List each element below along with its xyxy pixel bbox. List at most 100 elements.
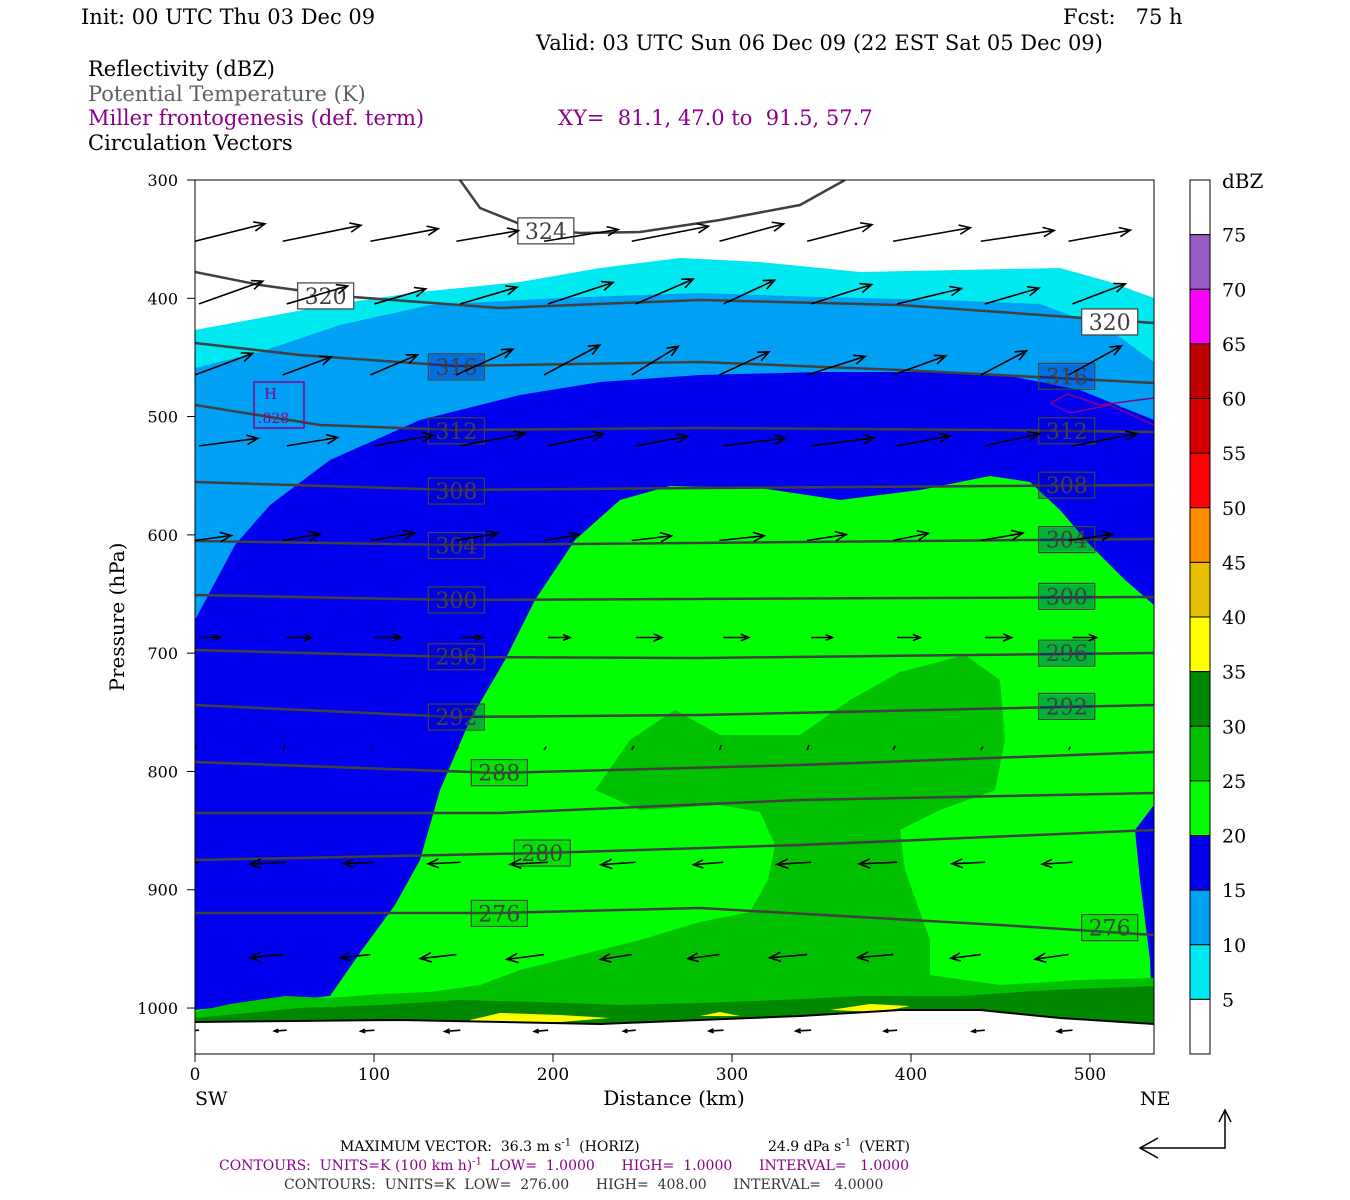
colorbar-swatch	[1189, 343, 1211, 399]
isentrope-label-text: 288	[478, 762, 520, 787]
circulation-vector	[807, 530, 849, 542]
colorbar-swatch	[1189, 780, 1211, 836]
high-marker-value: .828	[258, 411, 289, 427]
exponent: -1	[472, 1156, 483, 1168]
colorbar-swatch	[1189, 507, 1211, 563]
circulation-vector	[980, 226, 1057, 243]
colorbar-title: dBZ	[1222, 169, 1264, 193]
circulation-vector	[370, 225, 441, 243]
circulation-vector	[882, 1028, 898, 1034]
circulation-vector	[282, 355, 334, 376]
colorbar-level-label: 5	[1222, 989, 1234, 1011]
colorbar-level-label: 50	[1222, 498, 1246, 520]
isentrope-label: 316	[1038, 362, 1096, 390]
circulation-vectors	[195, 221, 1139, 1034]
circulation-vector	[811, 633, 835, 642]
field-potential-temperature: Potential Temperature (K)	[88, 82, 366, 106]
circulation-vector	[1040, 858, 1073, 869]
init-time: Init: 00 UTC Thu 03 Dec 09	[81, 5, 376, 29]
circulation-vector	[1068, 344, 1124, 376]
circulation-vector	[543, 746, 547, 751]
isentrope-label-text: 312	[435, 420, 477, 445]
circulation-vector	[723, 633, 751, 642]
circulation-vector	[456, 348, 515, 376]
circulation-vector	[719, 350, 772, 376]
frontogenesis-max-marker: H .828	[253, 381, 305, 429]
circulation-vector	[195, 861, 200, 864]
circulation-vector	[970, 1028, 985, 1034]
isentrope-label: 296	[1038, 639, 1096, 667]
circulation-vector	[543, 344, 602, 376]
circulation-vector	[547, 430, 606, 447]
circulation-vector	[198, 279, 265, 305]
circulation-vector	[286, 433, 340, 447]
circulation-vector	[635, 278, 696, 305]
circulation-vector	[460, 633, 485, 642]
x-axis: 0 100 200 300 400 500	[190, 1054, 1106, 1085]
circulation-vector	[341, 858, 375, 869]
circulation-vector	[374, 286, 428, 305]
y-axis-label: Pressure (hPa)	[105, 543, 129, 692]
x-axis-label: Distance (km)	[603, 1086, 745, 1110]
isentrope-292	[195, 703, 1154, 719]
isentrope-label-text: 276	[478, 902, 520, 927]
circulation-vector	[897, 633, 923, 642]
isentrope-label-text: 308	[435, 480, 477, 505]
isentrope-276	[195, 906, 1154, 937]
isentrope-324	[458, 180, 846, 235]
circulation-vector	[1068, 226, 1133, 243]
circulation-vector	[631, 222, 711, 243]
circulation-vector	[949, 858, 985, 869]
y-tick-label: 800	[147, 762, 178, 781]
x-tick-label: 400	[895, 1065, 927, 1085]
frontogenesis-contour	[1049, 402, 1154, 426]
circulation-vector	[635, 432, 690, 447]
isentrope-284	[195, 791, 1154, 815]
colorbar-swatch	[1189, 671, 1211, 727]
circulation-vector	[892, 224, 973, 243]
isentrope-296	[195, 648, 1154, 660]
circulation-vector	[685, 952, 720, 963]
isentrope-label-text: 312	[1046, 420, 1088, 445]
colorbar-level-label: 40	[1222, 607, 1246, 629]
isentrope-label: 312	[1038, 417, 1096, 445]
circulation-vector	[272, 1028, 287, 1034]
circulation-vector	[547, 280, 615, 305]
circulation-vector	[774, 858, 812, 870]
circulation-vector	[338, 951, 371, 962]
isentrope-label: 300	[1038, 582, 1096, 610]
colorbar-swatch	[1189, 835, 1211, 891]
circulation-vector	[460, 285, 520, 305]
circulation-vector	[892, 354, 948, 376]
field-circulation-vectors: Circulation Vectors	[88, 131, 293, 155]
isentrope-label: 296	[427, 643, 485, 671]
colorbar-level-label: 10	[1222, 935, 1246, 957]
isentrope-label-text: 292	[1046, 695, 1088, 720]
colorbar-level-label: 55	[1222, 443, 1246, 465]
circulation-vector	[374, 431, 436, 447]
frontogenesis-contour	[1049, 393, 1154, 406]
colorbar-swatch	[1189, 725, 1211, 782]
circulation-vector	[984, 285, 1041, 305]
colorbar-swatch	[1189, 998, 1211, 1055]
circulation-vector	[282, 530, 323, 542]
colorbar-swatch	[1189, 288, 1211, 345]
circulation-vector	[195, 221, 267, 243]
circulation-vector	[723, 279, 777, 305]
circulation-vector	[442, 1028, 461, 1034]
max-vector-text: MAXIMUM VECTOR: 36.3 m s-1 (HORIZ)	[340, 1138, 640, 1155]
circulation-vector	[195, 954, 196, 956]
max-vector-horiz: MAXIMUM VECTOR: 36.3 m s	[340, 1139, 562, 1155]
colorbar-level-label: 45	[1222, 552, 1246, 574]
circulation-vector	[806, 354, 868, 376]
isentrope-label-text: 300	[1046, 585, 1088, 610]
x-tick-label: 200	[537, 1065, 569, 1085]
isentrope-label: 320	[1081, 308, 1139, 336]
isentrope-280	[195, 828, 1154, 862]
colorbar-swatch	[1189, 561, 1211, 618]
circulation-vector	[984, 430, 1042, 447]
ne-label: NE	[1140, 1088, 1171, 1110]
y-axis: 300 400 500 600 700 800 900 1000	[137, 171, 195, 1018]
